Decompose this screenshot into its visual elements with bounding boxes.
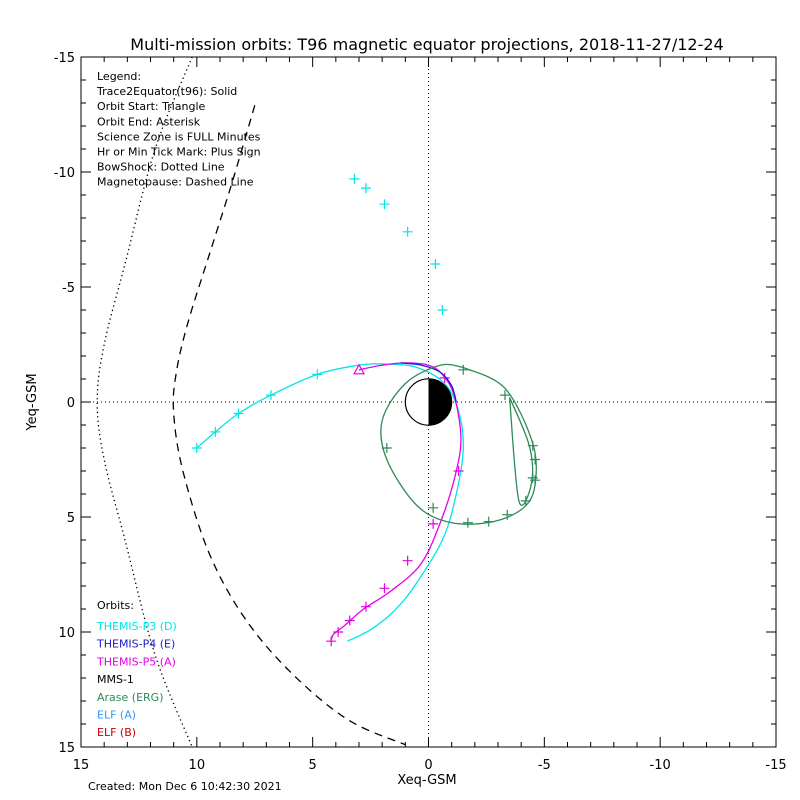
orbit-legend-entry: ELF (A) (97, 709, 136, 722)
orbit-tick-mark (349, 173, 360, 184)
orbit-tick-mark (499, 390, 510, 401)
orbit-tick-mark (462, 517, 473, 528)
orbit-tick-mark (191, 443, 202, 453)
x-tick-label: 5 (309, 758, 317, 773)
orbit-tick-mark (527, 440, 538, 451)
y-tick-label: -10 (54, 166, 75, 181)
orbit-tick-mark (439, 372, 450, 383)
orbit-tick-mark (379, 583, 390, 594)
orbit-themis-p3-d (191, 173, 464, 642)
legend-line: Orbit Start: Triangle (97, 100, 206, 113)
x-tick-label: 0 (424, 758, 432, 773)
orbit-legend-entry: THEMIS-P4 (E) (96, 638, 175, 651)
orbit-legend-entry: MMS-1 (97, 673, 134, 686)
orbit-trace (196, 363, 464, 642)
orbit-tick-mark (430, 259, 441, 269)
orbit-traces (191, 173, 541, 647)
orbit-tick-mark (527, 472, 538, 483)
x-tick-label: -5 (538, 758, 551, 773)
earth-icon (404, 378, 453, 426)
orbit-tick-mark (437, 305, 448, 315)
orbit-trace-secondary (508, 397, 534, 506)
orbit-tick-mark (344, 615, 355, 626)
orbit-tick-mark (265, 390, 276, 401)
orbit-tick-mark (379, 199, 390, 210)
x-tick-label: 15 (73, 758, 90, 773)
y-axis-label: Yeq-GSM (25, 373, 40, 431)
legend-line: Science Zone is FULL Minutes (97, 130, 261, 143)
created-timestamp: Created: Mon Dec 6 10:42:30 2021 (88, 780, 282, 793)
orbit-tick-mark (402, 226, 413, 237)
orbit-tick-mark (360, 601, 371, 612)
orbit-tick-mark (453, 466, 464, 476)
orbit-tick-mark (326, 636, 337, 647)
orbit-tick-mark (428, 502, 439, 513)
orbit-tick-mark (483, 516, 494, 527)
orbit-tick-mark (530, 475, 541, 486)
orbit-legend-entry: THEMIS-P5 (A) (96, 655, 176, 668)
orbit-tick-mark (333, 627, 344, 637)
legend-line: Hr or Min Tick Mark: Plus Sign (97, 146, 261, 159)
legend-line: BowShock: Dotted Line (97, 161, 225, 174)
y-tick-label: 15 (58, 741, 75, 756)
y-tick-label: 0 (67, 396, 75, 411)
earth-nightside (428, 378, 452, 426)
y-tick-label: -5 (62, 281, 75, 296)
x-tick-label: -15 (765, 758, 786, 773)
legend-line: Orbit End: Asterisk (97, 115, 201, 128)
y-tick-label: 10 (58, 626, 75, 641)
orbit-themis-p4-e (400, 362, 457, 403)
x-axis-label: Xeq-GSM (397, 773, 456, 788)
orbit-tick-mark (402, 555, 413, 566)
orbit-tick-mark (520, 495, 531, 506)
orbit-arase-erg (380, 363, 541, 528)
magnetopause-line (172, 105, 406, 746)
boundary-lines (96, 57, 406, 747)
legend-line: Legend: (97, 70, 141, 83)
orbit-tick-mark (428, 518, 439, 529)
chart-title: Multi-mission orbits: T96 magnetic equat… (130, 35, 723, 54)
x-tick-label: 10 (189, 758, 206, 773)
orbit-tick-mark (312, 369, 323, 380)
orbit-tick-mark (233, 408, 244, 419)
orbit-legend-entry: THEMIS-P3 (D) (96, 620, 177, 633)
orbit-legend-entry: Arase (ERG) (97, 691, 163, 704)
orbit-trace (400, 362, 457, 403)
x-tick-label: -10 (650, 758, 671, 773)
orbit-legend-entry: ELF (B) (97, 726, 136, 739)
orbit-tick-mark (458, 364, 469, 375)
legend-block: Legend: Trace2Equator(t96): Solid Orbit St… (96, 70, 261, 739)
orbits-heading: Orbits: (97, 599, 134, 612)
orbit-tick-mark (502, 509, 513, 520)
y-tick-label: -15 (54, 51, 75, 66)
y-tick-label: 5 (67, 511, 75, 526)
orbit-start-triangle (352, 363, 366, 375)
orbit-tick-mark (360, 183, 371, 194)
legend-line: Magnetopause: Dashed Line (97, 176, 254, 189)
orbit-tick-mark (530, 454, 541, 465)
orbit-tick-mark (381, 443, 392, 453)
orbit-tick-mark (210, 426, 221, 437)
orbit-themis-p5-a (326, 362, 464, 647)
legend-line: Trace2Equator(t96): Solid (96, 85, 237, 98)
